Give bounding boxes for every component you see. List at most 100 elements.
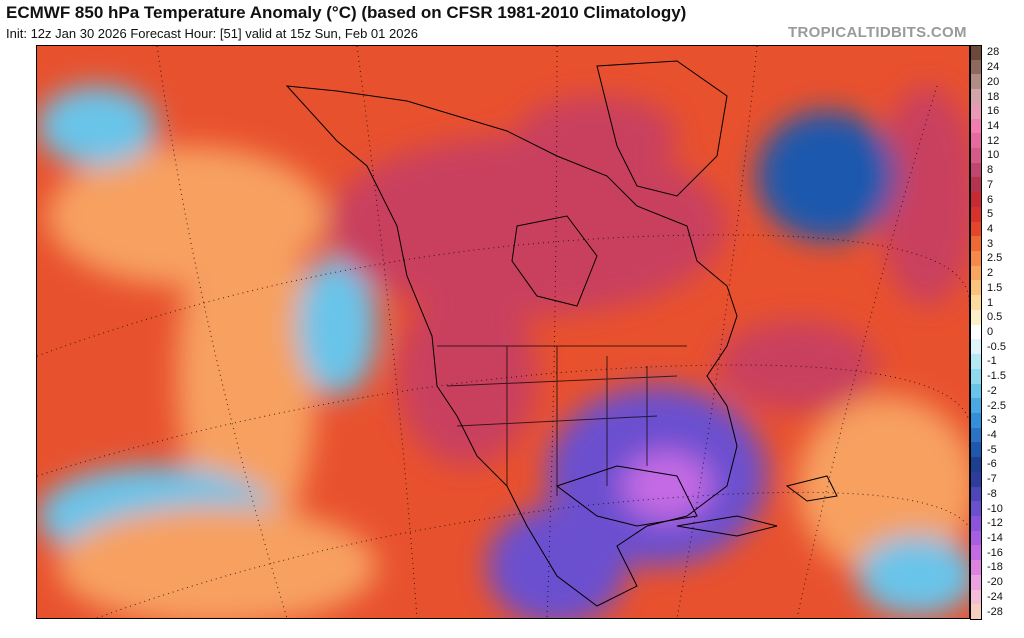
pacific-mild-blob: [177, 196, 317, 556]
north-hot-blob: [397, 286, 537, 466]
colorbar-swatch: [970, 545, 982, 561]
colorbar-label: 0: [987, 326, 994, 338]
colorbar-label: -10: [987, 502, 1003, 515]
colorbar-label: 24: [987, 61, 1000, 74]
colorbar-label: 1: [987, 296, 994, 309]
colorbar-swatch: [970, 118, 982, 134]
colorbar-label: 2.5: [987, 252, 1003, 265]
colorbar-swatch: [970, 412, 982, 429]
north-america-outline: [285, 85, 738, 607]
colorbar-swatch: [970, 530, 982, 546]
colorbar-swatch: [970, 383, 982, 399]
colorbar-swatch: [970, 206, 982, 223]
atlantic-mild-blob: [797, 396, 969, 576]
colorbar-label: 12: [987, 134, 1000, 147]
greenland-outline: [596, 60, 728, 197]
colorbar-swatch: [970, 574, 982, 591]
anomaly-map: [36, 45, 970, 619]
colorbar-swatch: [970, 74, 982, 90]
forecast-info: Init: 12z Jan 30 2026 Forecast Hour: [51…: [6, 26, 418, 41]
colorbar-label: -0.5: [987, 340, 1006, 353]
north-hot-blob: [877, 86, 969, 306]
colorbar-label: 20: [987, 75, 1000, 88]
north-hot-blob: [517, 96, 677, 176]
colorbar-swatch: [970, 604, 982, 620]
colorbar-swatch: [970, 148, 982, 164]
colorbar-label: -14: [987, 532, 1003, 545]
colorbar-swatch: [970, 133, 982, 149]
colorbar-label: 4: [987, 222, 994, 235]
colorbar-swatch: [970, 486, 982, 502]
colorbar-swatch: [970, 221, 982, 237]
colorbar-swatch: [970, 251, 982, 267]
colorbar-swatch: [970, 339, 982, 355]
colorbar-label: 18: [987, 90, 1000, 103]
coastlines: [285, 60, 838, 607]
pacific-blue-blob: [297, 256, 377, 396]
pacific-blue-blob: [37, 86, 157, 166]
colorbar-label: -2: [987, 384, 997, 397]
cold-pink-blob: [622, 451, 712, 521]
brand-watermark: TROPICALTIDBITS.COM: [788, 24, 967, 41]
colorbar-label: -6: [987, 458, 997, 471]
colorbar-swatch: [970, 45, 982, 61]
colorbar-swatch: [970, 560, 982, 576]
colorbar-swatch: [970, 295, 982, 311]
colorbar-swatch: [970, 280, 982, 296]
colorbar-swatch: [970, 457, 982, 473]
cold-core-blob: [487, 506, 627, 618]
north-hot-blob: [327, 136, 727, 316]
colorbar-label: -18: [987, 561, 1003, 574]
colorbar-label: 16: [987, 105, 1000, 118]
colorbar-swatch: [970, 427, 982, 443]
colorbar-swatch: [970, 265, 982, 282]
colorbar-label: -1.5: [987, 370, 1006, 383]
colorbar-label: -3: [987, 414, 997, 427]
colorbar-swatch: [970, 354, 982, 370]
colorbar-label: 10: [987, 149, 1000, 162]
colorbar-label: 1.5: [987, 281, 1003, 294]
colorbar-label: -8: [987, 487, 997, 500]
colorbar-swatch: [970, 59, 982, 76]
colorbar-swatch: [970, 471, 982, 488]
colorbar: 28 24 20 18 16 14 12 10 8 7 6 5 4 3 2.5 2 1.5 1 0.5 0 -0.5 -1…: [970, 45, 1024, 620]
hudson-bay-outline: [511, 215, 598, 307]
colorbar-swatch: [970, 589, 982, 605]
pacific-mild-blob: [57, 506, 377, 618]
gulf-of-mexico-outline: [555, 465, 698, 527]
colorbar-swatch: [970, 309, 982, 326]
colorbar-label: 28: [987, 46, 1000, 59]
colorbar-label: 7: [987, 178, 994, 191]
graticule: [37, 46, 969, 618]
colorbar-swatch: [970, 515, 982, 532]
colorbar-label: -1: [987, 355, 997, 368]
colorbar-swatch: [970, 501, 982, 517]
colorbar-label: 6: [987, 193, 994, 206]
colorbar-label: -24: [987, 590, 1003, 603]
north-hot-blob: [717, 321, 877, 411]
colorbar-label: -28: [987, 605, 1003, 618]
field-blobs: [37, 86, 969, 618]
colorbar-label: 5: [987, 208, 994, 221]
atlantic-cold-blob: [757, 111, 897, 241]
colorbar-label: -4: [987, 429, 997, 442]
colorbar-label: 2: [987, 267, 994, 280]
colorbar-label: 0.5: [987, 311, 1003, 324]
colorbar-label: 8: [987, 164, 994, 177]
colorbar-swatch: [970, 442, 982, 458]
colorbar-label: -12: [987, 517, 1003, 530]
colorbar-swatch: [970, 103, 982, 120]
anomaly-field: [37, 46, 969, 618]
colorbar-swatch: [970, 89, 982, 105]
colorbar-swatch: [970, 177, 982, 193]
colorbar-label: -2.5: [987, 399, 1006, 412]
colorbar-label: -16: [987, 546, 1003, 559]
colorbar-label: -7: [987, 473, 997, 486]
cuba-outline: [676, 515, 778, 537]
colorbar-label: -5: [987, 443, 997, 456]
caribbean-blue-blob: [857, 536, 969, 616]
colorbar-label: 14: [987, 119, 1000, 132]
colorbar-swatch: [970, 368, 982, 385]
colorbar-label: 3: [987, 237, 994, 250]
colorbar-swatch: [970, 324, 982, 340]
